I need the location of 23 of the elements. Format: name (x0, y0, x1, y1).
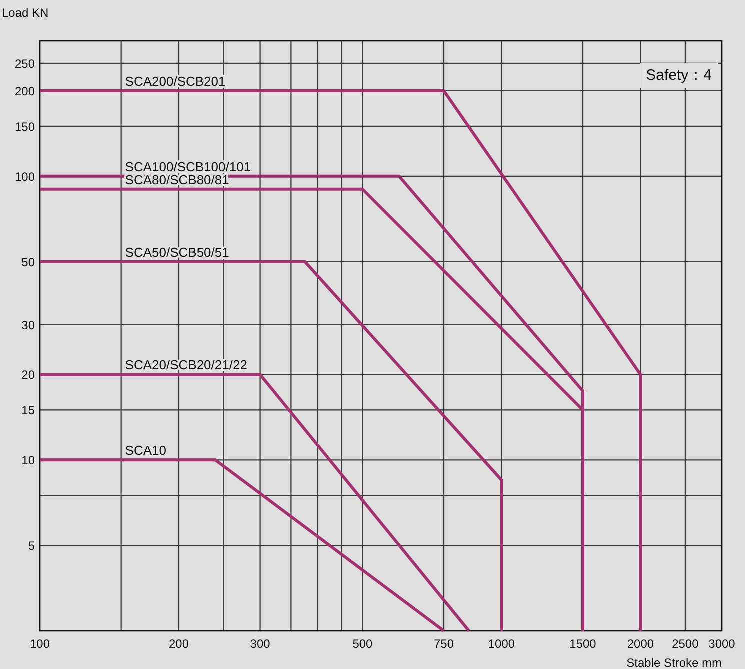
x-tick-label: 1500 (570, 637, 597, 651)
y-tick-label: 10 (22, 454, 36, 468)
y-tick-label: 15 (22, 404, 36, 418)
y-tick-label: 100 (14, 170, 36, 184)
annotation: Safety：4 (646, 67, 712, 84)
y-tick-label: 30 (22, 318, 36, 332)
y-tick-label: 50 (22, 255, 36, 270)
x-tick-label: 2500 (672, 637, 700, 651)
x-tick-label: 1000 (488, 637, 516, 651)
series-label: SCA10 (125, 443, 167, 458)
x-axis-title: Stable Stroke mm (626, 656, 722, 669)
x-tick-label: 3000 (708, 637, 736, 651)
y-tick-label: 250 (14, 56, 36, 71)
y-tick-label: 5 (28, 539, 36, 554)
y-tick-label: 200 (14, 84, 36, 98)
y-axis-title: Load KN (2, 6, 49, 20)
y-tick-label: 150 (14, 120, 36, 134)
y-tick-label: 20 (22, 368, 36, 382)
x-tick-label: 2000 (627, 637, 654, 651)
x-tick-label: 300 (250, 637, 271, 651)
x-tick-label: 500 (352, 637, 374, 651)
x-tick-label: 200 (168, 637, 190, 651)
x-tick-label: 750 (434, 637, 454, 651)
